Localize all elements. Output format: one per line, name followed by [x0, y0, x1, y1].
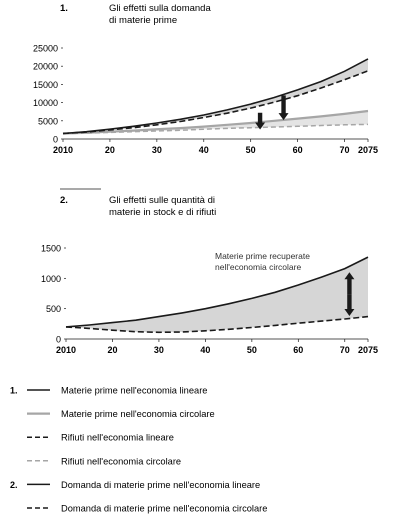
chart1-band-circolare [63, 111, 368, 134]
chart2-xtick-label: 2010 [56, 345, 76, 355]
chart2-xtick-label: 20 [107, 345, 117, 355]
chart1-line-materie-circolare [62, 109, 369, 135]
chart2-ytick-label: 0 [56, 335, 61, 345]
chart2-ytick-label: 1500 [41, 244, 61, 254]
chart1-number: 1. [60, 3, 68, 14]
chart1-ytick-label: 0 [53, 135, 58, 145]
chart2-ytick-label: 500 [46, 304, 61, 314]
chart1-arrow-materie [278, 95, 289, 121]
legend-group-number: 2. [10, 480, 18, 490]
chart-1: 0 5000 10000 15000 20000 25000 2010 20 30 40 50 60 7… [33, 44, 378, 156]
chart1-title-line-1: Gli effetti sulla domanda [109, 3, 211, 14]
chart2-title-line-1: Gli effetti sulle quantità di [109, 195, 215, 206]
chart2-annotation-line-2: nell'economia circolare [215, 262, 301, 272]
legend-label: Rifiuti nell'economia circolare [61, 456, 181, 466]
chart1-ytick-label: 10000 [33, 98, 58, 108]
chart2-xtick-label: 40 [200, 345, 210, 355]
chart1-line-materie-lineare [62, 58, 369, 135]
chart1-xtick-label: 60 [293, 145, 303, 155]
legend-label: Domanda di materie prime nell'economia c… [61, 504, 267, 514]
chart2-number: 2. [60, 195, 68, 206]
legend-label: Materie prime nell'economia lineare [61, 386, 207, 396]
chart1-xtick-label: 30 [152, 145, 162, 155]
legend-label: Rifiuti nell'economia lineare [61, 433, 174, 443]
chart2-arrow-down [344, 294, 355, 316]
chart1-xtick-label: 40 [199, 145, 209, 155]
chart2-ytick-label: 1000 [41, 274, 61, 284]
chart1-xtick-label: 2010 [53, 145, 73, 155]
chart2-line-domanda-lineare [65, 256, 369, 328]
chart1-line-rifiuti-lineare [62, 70, 369, 135]
chart2-xtick-label: 70 [340, 345, 350, 355]
chart1-arrow-rifiuti [255, 112, 266, 130]
legend: 1. Materie prime nell'economia lineare Mat… [10, 386, 267, 514]
chart2-xtick-label: 50 [247, 345, 257, 355]
chart1-title-line-2: di materie prime [109, 15, 177, 26]
chart2-title-line-2: materie in stock e di rifiuti [109, 207, 216, 218]
chart1-ytick-label: 5000 [38, 116, 58, 126]
chart2-annotation-line-1: Materie prime recuperate [215, 251, 310, 261]
chart2-band [66, 257, 368, 333]
chart1-xtick-label: 20 [105, 145, 115, 155]
chart2-line-domanda-circolare [65, 315, 369, 334]
legend-label: Domanda di materie prime nell'economia l… [61, 480, 260, 490]
chart2-arrow-up [344, 272, 355, 295]
legend-label: Materie prime nell'economia circolare [61, 409, 215, 419]
legend-group-number: 1. [10, 386, 18, 396]
chart1-xtick-label: 70 [340, 145, 350, 155]
chart1-xtick-label: 50 [246, 145, 256, 155]
chart2-xtick-label: 60 [293, 345, 303, 355]
chart1-ytick-label: 25000 [33, 44, 58, 54]
chart-2: 0 500 1000 1500 2010 20 30 40 50 60 70 2075 [41, 244, 378, 356]
chart1-ytick-label: 20000 [33, 62, 58, 72]
chart2-xtick-label: 30 [154, 345, 164, 355]
chart1-ytick-label: 15000 [33, 80, 58, 90]
chart1-xtick-label: 2075 [358, 145, 378, 155]
chart2-xtick-label: 2075 [358, 345, 378, 355]
